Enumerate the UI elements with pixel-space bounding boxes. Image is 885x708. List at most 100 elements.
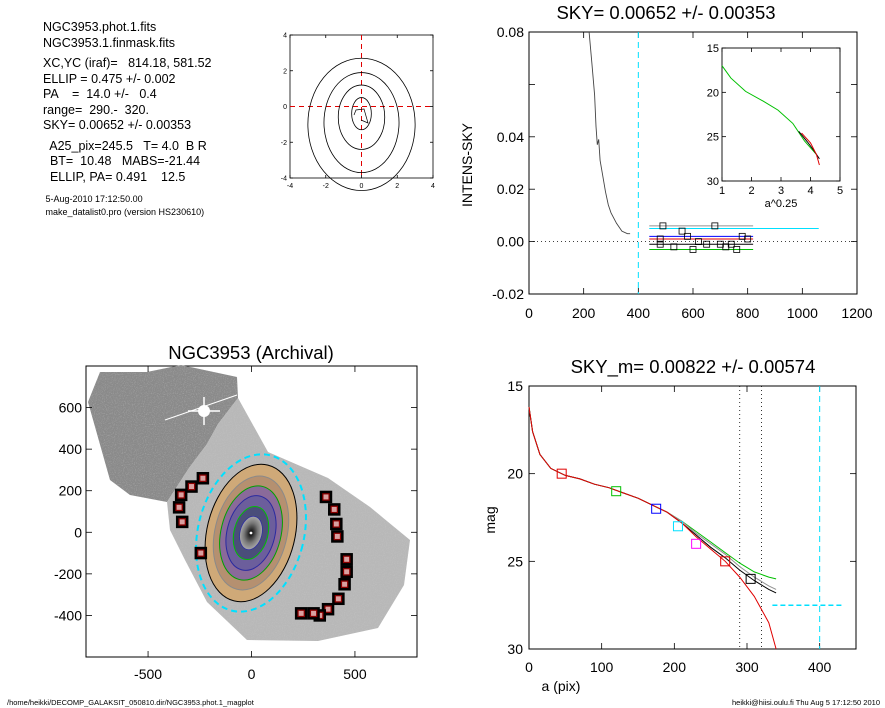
mask-box-inner (344, 569, 350, 575)
image-ytick-label: -200 (54, 566, 82, 582)
inset-ytick-label: 20 (707, 87, 719, 99)
mask-box-inner (189, 484, 195, 490)
mask-box-inner (335, 596, 341, 602)
mag-xtick-label: 300 (735, 659, 759, 675)
image-xtick-label: -500 (134, 666, 162, 682)
mag-marker-red (556, 468, 567, 479)
sky-xtick-label: 0 (525, 305, 533, 321)
mask-box-inner (298, 610, 304, 616)
contour-xtick-label: -2 (323, 183, 329, 190)
inset-ytick-label: 30 (707, 176, 719, 188)
mask-box-inner (178, 492, 184, 498)
mag-title: SKY_m= 0.00822 +/- 0.00574 (571, 356, 816, 378)
info-pa: PA = 14.0 +/- 0.4 (43, 87, 157, 101)
mag-ylabel: mag (482, 506, 498, 533)
footer-user: heikki@hiisi.oulu.fi Thu Aug 5 17:12:50 … (732, 698, 880, 707)
mag-marker-black (745, 573, 756, 584)
galaxy-cyan-ellipse (195, 453, 307, 613)
header-info: NGC3953.phot.1.fits NGC3953.1.finmask.fi… (43, 20, 212, 219)
mask-box-inner (344, 556, 350, 562)
info-program: make_datalist0.pro (version HS230610) (43, 207, 205, 217)
sky-ytick-label: 0.02 (497, 181, 524, 197)
mask-box-inner (311, 610, 317, 616)
inset-xtick-label: 3 (778, 185, 784, 197)
mag-marker-green (611, 486, 622, 497)
image-panel: NGC3953 (Archival) (54, 342, 418, 682)
inset-xtick-label: 1 (719, 185, 725, 197)
sky-square-marker (733, 246, 741, 253)
mag-profile-green (528, 406, 777, 580)
sky-panel: SKY= 0.00652 +/- 0.00353 INTENS-SKY 0 200… (459, 2, 873, 321)
sky-square-marker (727, 240, 735, 248)
mag-xtick-label: 200 (663, 659, 687, 675)
galaxy-center (249, 531, 253, 535)
inset-ytick-label: 15 (707, 43, 719, 55)
sky-square-marker (678, 227, 686, 235)
inset-xtick-label: 4 (807, 185, 813, 197)
contour-ellipse (337, 84, 386, 150)
image-xtick-label: 0 (248, 666, 256, 682)
image-xtick-label: 500 (343, 666, 367, 682)
mask-box-inner (323, 494, 329, 500)
mask-box-inner (200, 475, 206, 481)
inset-frame (721, 47, 841, 182)
mag-profile-red (528, 406, 777, 650)
contour-xtick-label: 4 (431, 183, 435, 190)
info-maskname: NGC3953.1.finmask.fits (43, 35, 175, 50)
mag-panel: SKY_m= 0.00822 +/- 0.00574 mag a (pix) 0… (482, 356, 857, 694)
sky-xtick-label: 600 (681, 305, 705, 321)
info-date: 5-Aug-2010 17:12:50.00 (43, 194, 143, 204)
image-ytick-label: 200 (59, 483, 83, 499)
sky-square-marker (689, 246, 697, 253)
contour-ellipse (307, 57, 416, 191)
mask-box-inner (333, 521, 339, 527)
inset-ytick-label: 25 (707, 132, 719, 144)
sky-xtick-label: 400 (627, 305, 651, 321)
sky-ytick-label: 0.00 (497, 234, 524, 250)
image-ytick-label: 600 (59, 400, 83, 416)
sky-square-marker (695, 238, 702, 246)
image-ytick-label: 400 (59, 441, 83, 457)
info-range: range= 290.- 320. (43, 102, 149, 117)
info-a25: A25_pix=245.5 T= 4.0 B R (43, 138, 207, 153)
image-ytick-label: -400 (54, 607, 82, 623)
contour-ytick-label: 0 (283, 104, 287, 111)
footer-path: /home/heikki/DECOMP_GALAKSIT_050810.dir/… (7, 698, 255, 707)
inset-green-line (721, 65, 817, 155)
galaxy-image (88, 365, 410, 641)
mag-marker-red (720, 556, 731, 567)
info-sky: SKY= 0.00652 +/- 0.00353 (43, 118, 192, 132)
mag-frame (528, 385, 857, 650)
contour-xtick-label: 0 (360, 183, 364, 190)
contour-ytick-label: 4 (283, 33, 287, 40)
inset-xtick-label: 2 (748, 185, 754, 197)
sky-xtick-label: 800 (736, 305, 760, 321)
mag-ytick-label: 20 (507, 466, 523, 482)
info-center: XC,YC (iraf)= 814.18, 581.52 (43, 56, 212, 70)
mag-marker-cyan (672, 521, 683, 532)
sky-square-marker (659, 222, 667, 230)
mask-box-inner (331, 506, 337, 512)
mask-box-inner (334, 533, 340, 539)
contour-ytick-label: -2 (281, 140, 287, 147)
inset-red-line (801, 132, 820, 166)
contour-ellipse (323, 72, 400, 174)
sky-xtick-label: 200 (572, 305, 596, 321)
image-ytick-label: 0 (74, 524, 82, 540)
sky-ytick-label: -0.02 (492, 286, 524, 302)
sky-square-marker (656, 240, 664, 248)
contour-xtick-label: -4 (287, 183, 293, 190)
sky-ytick-label: 0.08 (497, 24, 524, 40)
mag-profile-black (528, 406, 777, 594)
contour-xtick-label: 2 (395, 183, 399, 190)
sky-profile-line (588, 31, 631, 235)
sky-square-marker (744, 235, 752, 243)
contour-ytick-label: -4 (281, 176, 287, 183)
sky-square-marker (703, 240, 711, 248)
mask-box-inner (325, 606, 331, 612)
mask-box-inner (198, 550, 204, 556)
mag-marker-magenta (691, 538, 702, 549)
mag-xtick-label: 400 (808, 659, 832, 675)
inset-xlabel: a^0.25 (765, 198, 798, 210)
